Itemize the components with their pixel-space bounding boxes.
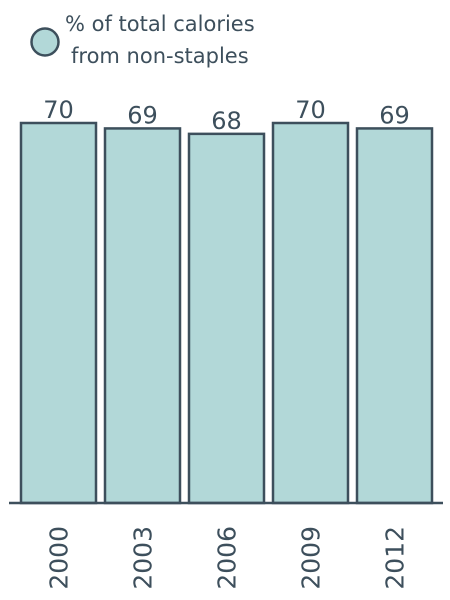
legend-label-line-1: % of total calories — [65, 12, 255, 36]
legend: % of total calories from non-staples — [30, 12, 255, 68]
value-label-2000: 70 — [43, 96, 74, 124]
x-tick-label-2000: 2000 — [45, 526, 74, 590]
bar-2012 — [355, 127, 434, 505]
x-tick-labels: 2000 2003 2006 2009 2012 — [45, 526, 410, 590]
x-tick-label-2009: 2009 — [297, 526, 326, 590]
x-tick-label-2012: 2012 — [381, 526, 410, 590]
legend-label-line-2: from non-staples — [71, 44, 249, 68]
value-label-2003: 69 — [127, 101, 158, 129]
bar-2000 — [19, 121, 98, 505]
value-label-2012: 69 — [379, 101, 410, 129]
bar-2009 — [271, 121, 350, 505]
bars-group: 70 69 68 70 69 — [19, 96, 434, 505]
x-tick-label-2003: 2003 — [129, 526, 158, 590]
legend-swatch — [30, 27, 60, 57]
bar-2003 — [103, 127, 182, 505]
x-tick-label-2006: 2006 — [213, 526, 242, 590]
bar-2006 — [187, 132, 266, 505]
value-label-2009: 70 — [295, 96, 326, 124]
value-label-2006: 68 — [211, 107, 242, 135]
